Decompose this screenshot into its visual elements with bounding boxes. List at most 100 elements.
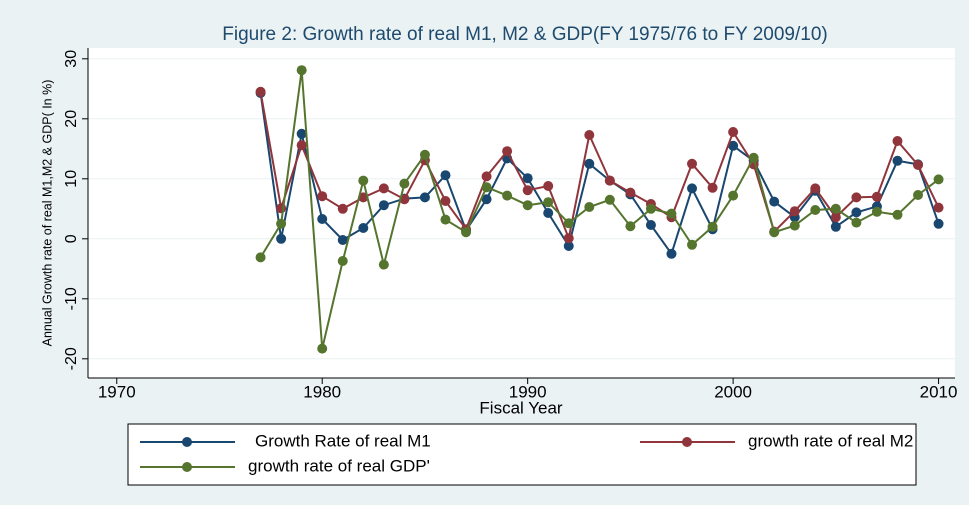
y-tick-label: 30 bbox=[63, 50, 80, 68]
data-point bbox=[604, 175, 615, 186]
data-point bbox=[255, 252, 266, 263]
y-axis-title: Annual Growth rate of real M1,M2 & GDP( … bbox=[40, 80, 54, 347]
data-point bbox=[419, 149, 430, 160]
data-point bbox=[871, 191, 882, 202]
data-point bbox=[481, 194, 492, 205]
data-point bbox=[563, 218, 574, 229]
legend-label: growth rate of real M2 bbox=[748, 431, 913, 450]
data-point bbox=[645, 220, 656, 230]
data-point bbox=[358, 223, 369, 233]
legend-label: Growth Rate of real M1 bbox=[255, 431, 431, 450]
data-point bbox=[769, 196, 780, 207]
data-point bbox=[789, 220, 800, 231]
data-point bbox=[337, 203, 348, 214]
data-point bbox=[378, 259, 389, 270]
data-point bbox=[851, 192, 862, 203]
x-tick-label: 2010 bbox=[920, 382, 958, 401]
y-tick-label: 20 bbox=[63, 110, 80, 128]
data-point bbox=[543, 208, 554, 218]
series-line bbox=[259, 91, 940, 242]
data-point bbox=[378, 183, 389, 194]
data-point bbox=[851, 207, 862, 218]
x-tick-label: 2000 bbox=[714, 382, 752, 401]
data-point bbox=[419, 192, 430, 203]
data-point bbox=[296, 65, 307, 76]
data-point bbox=[399, 178, 410, 189]
chart-title: Figure 2: Growth rate of real M1, M2 & G… bbox=[222, 24, 827, 45]
x-axis-title: Fiscal Year bbox=[479, 398, 562, 417]
data-point bbox=[830, 212, 841, 223]
data-point bbox=[543, 197, 554, 208]
data-point bbox=[892, 155, 903, 166]
data-point bbox=[851, 217, 862, 228]
data-point bbox=[502, 190, 513, 201]
data-point bbox=[563, 233, 574, 244]
data-point bbox=[317, 191, 328, 202]
y-tick-label: 10 bbox=[63, 170, 80, 188]
series-line bbox=[259, 70, 940, 349]
data-point bbox=[687, 183, 698, 194]
data-point bbox=[522, 185, 533, 196]
legend-key-marker bbox=[182, 437, 192, 447]
data-point bbox=[461, 227, 472, 238]
x-tick-label: 1990 bbox=[509, 382, 547, 401]
data-point bbox=[728, 140, 739, 151]
x-tick-label: 1980 bbox=[303, 382, 341, 401]
data-point bbox=[707, 221, 718, 232]
data-point bbox=[440, 170, 451, 181]
data-point bbox=[378, 200, 389, 211]
plot-area bbox=[88, 48, 955, 378]
y-tick-label: 0 bbox=[63, 234, 80, 243]
data-point bbox=[625, 187, 636, 198]
data-point bbox=[584, 158, 595, 169]
data-point bbox=[625, 221, 636, 232]
data-point bbox=[440, 196, 451, 206]
data-point bbox=[666, 208, 677, 219]
data-point bbox=[871, 206, 882, 217]
data-point bbox=[933, 202, 944, 213]
data-point bbox=[296, 128, 307, 139]
data-point bbox=[933, 174, 944, 185]
data-point bbox=[337, 256, 348, 266]
data-point bbox=[584, 130, 595, 140]
data-point bbox=[604, 194, 615, 205]
data-point bbox=[830, 203, 841, 214]
data-point bbox=[440, 214, 451, 225]
data-point bbox=[502, 146, 513, 157]
data-point bbox=[748, 152, 759, 163]
data-point bbox=[892, 209, 903, 220]
data-point bbox=[276, 218, 287, 229]
data-point bbox=[810, 205, 821, 215]
data-point bbox=[789, 206, 800, 217]
legend-label: growth rate of real GDP' bbox=[248, 456, 430, 475]
data-point bbox=[296, 140, 307, 151]
y-tick-label: -20 bbox=[63, 347, 80, 370]
legend-key-marker bbox=[682, 437, 692, 447]
data-point bbox=[337, 235, 348, 245]
data-point bbox=[584, 202, 595, 212]
data-point bbox=[810, 183, 821, 194]
legend-key-marker bbox=[182, 462, 192, 472]
data-point bbox=[522, 173, 533, 184]
data-point bbox=[707, 182, 718, 193]
data-point bbox=[563, 241, 574, 251]
y-tick-label: -10 bbox=[63, 287, 80, 310]
data-point bbox=[481, 182, 492, 193]
data-point bbox=[769, 227, 780, 238]
data-point bbox=[830, 221, 841, 232]
x-tick-label: 1970 bbox=[98, 382, 136, 401]
data-point bbox=[276, 233, 287, 244]
legend bbox=[127, 423, 917, 486]
data-point bbox=[687, 158, 698, 169]
data-point bbox=[687, 239, 698, 250]
data-point bbox=[522, 200, 533, 211]
data-point bbox=[358, 175, 369, 186]
data-point bbox=[913, 190, 924, 200]
data-point bbox=[317, 343, 328, 354]
data-point bbox=[317, 214, 328, 224]
data-point bbox=[892, 136, 903, 146]
data-point bbox=[728, 127, 739, 137]
data-point bbox=[913, 160, 924, 170]
data-point bbox=[481, 171, 492, 182]
